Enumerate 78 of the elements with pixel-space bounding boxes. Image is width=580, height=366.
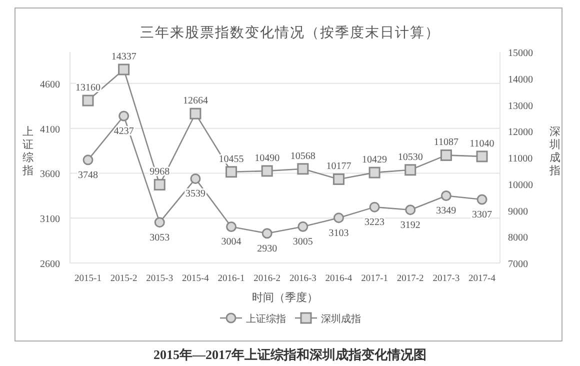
point [226, 166, 238, 178]
data-label: 3539 [185, 188, 206, 200]
data-label: 10177 [326, 161, 352, 172]
chart-title: 三年来股票指数变化情况（按季度末日计算） [140, 25, 440, 41]
y2-tick-label: 14000 [508, 74, 533, 86]
point [154, 178, 166, 190]
x-tick-label: 2015-3 [146, 274, 174, 284]
x-tick-label: 2017-3 [432, 274, 460, 284]
point [440, 190, 452, 201]
x-tick-label: 2016-4 [325, 274, 352, 284]
point [262, 228, 272, 239]
data-label: 3005 [292, 236, 313, 248]
point [226, 221, 237, 232]
x-tick-label: 2015-4 [182, 274, 210, 284]
legend-label: 上证综指 [246, 313, 286, 325]
point [261, 165, 273, 177]
y2-tick-label: 10000 [508, 180, 533, 191]
data-label: 2930 [257, 243, 278, 254]
data-label: 13160 [76, 82, 100, 94]
data-label: 3349 [436, 206, 456, 217]
data-label: 14337 [111, 51, 136, 62]
text: 2015年—2017年上证综指和深圳成指变化情况图 [154, 347, 426, 362]
y-tick-label: 3600 [40, 169, 60, 180]
x-tick-label: 2016-2 [254, 274, 281, 284]
point [118, 110, 130, 122]
data-label: 11087 [434, 137, 458, 148]
x-tick-label: 2015-1 [74, 274, 102, 284]
data-label: 3748 [78, 170, 98, 181]
y-tick-label: 4100 [40, 124, 60, 136]
y2-axis-title: 深圳成指 [548, 126, 560, 177]
x-tick-label: 2017-1 [361, 274, 388, 284]
y-tick-label: 3100 [40, 214, 60, 226]
data-label: 10530 [398, 152, 423, 163]
point [405, 204, 416, 216]
point [440, 149, 452, 161]
x-tick-label: 2017-4 [468, 274, 496, 284]
data-label: 10429 [362, 154, 388, 166]
point [404, 164, 416, 176]
y2-tick-label: 9000 [508, 206, 528, 218]
data-label: 3307 [472, 210, 492, 221]
point [333, 212, 344, 224]
data-label: 3192 [400, 220, 420, 231]
point [154, 217, 165, 228]
legend-label: 深圳成指 [321, 313, 361, 325]
point [369, 202, 380, 212]
point [82, 94, 94, 106]
x-tick-label: 2016-1 [218, 274, 245, 284]
point [82, 154, 94, 166]
x-tick-label: 2016-3 [289, 274, 317, 284]
y2-tick-label: 8000 [508, 232, 528, 244]
y-tick-label: 2600 [40, 259, 60, 270]
x-tick-label: 2015-2 [110, 274, 138, 284]
point [476, 150, 488, 162]
y2-tick-label: 7000 [508, 259, 528, 270]
point [332, 173, 344, 185]
y2-tick-label: 13000 [508, 100, 533, 112]
data-label: 12664 [182, 96, 208, 107]
y-tick-label: 4600 [40, 79, 60, 90]
y2-tick-label: 15000 [508, 48, 533, 59]
y2-tick-label: 11000 [508, 154, 533, 164]
point [298, 221, 308, 232]
data-label: 10568 [290, 150, 316, 162]
data-label: 3223 [364, 217, 385, 228]
point [368, 166, 380, 178]
point [118, 64, 130, 76]
y2-tick-label: 12000 [508, 127, 533, 138]
point [190, 108, 202, 120]
data-label: 3103 [328, 228, 349, 239]
point [476, 194, 488, 205]
point [190, 173, 201, 184]
data-label: 11040 [470, 138, 494, 150]
x-axis-title: 时间（季度） [252, 291, 318, 304]
data-label: 3053 [150, 232, 170, 244]
y-axis-title: 上证综指 [22, 125, 34, 177]
data-label: 3004 [221, 236, 242, 248]
x-tick-label: 2017-2 [396, 274, 424, 284]
data-label: 10490 [254, 152, 280, 164]
point [297, 163, 309, 175]
